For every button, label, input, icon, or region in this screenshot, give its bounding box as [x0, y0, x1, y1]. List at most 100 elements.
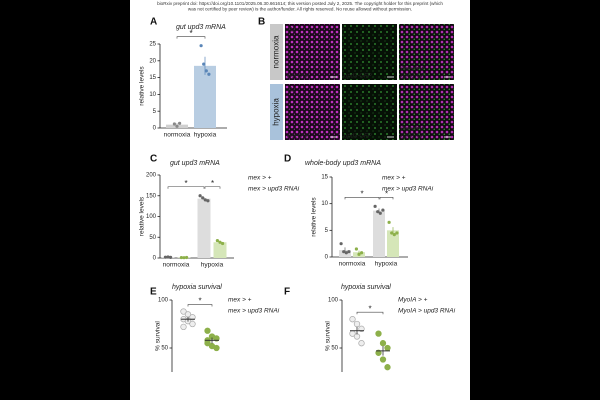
legend-label: mex > +	[248, 175, 272, 182]
significance-bracket	[356, 311, 384, 315]
y-axis-label: % survival	[325, 321, 332, 351]
legend-label: mex > upd3 RNAi	[228, 308, 280, 315]
data-point	[347, 250, 351, 254]
panel-label: F	[284, 287, 290, 298]
data-point	[376, 210, 380, 214]
data-point	[207, 72, 211, 76]
channel-label: upd3-GFP	[401, 134, 429, 140]
data-point	[353, 320, 361, 328]
row-label: normoxia	[272, 35, 281, 68]
significance-bracket	[379, 197, 394, 200]
y-tick-label: 100	[328, 298, 339, 304]
channel-label: Hoechst	[287, 134, 309, 140]
data-point	[213, 344, 220, 352]
data-point	[392, 233, 396, 237]
data-point	[180, 323, 187, 331]
significance-label: *	[385, 189, 388, 198]
significance-bracket	[176, 36, 206, 39]
data-point	[166, 255, 170, 259]
region-label: R2	[288, 28, 296, 34]
row-label-box	[270, 24, 283, 80]
panel-label: D	[284, 154, 291, 165]
y-axis-label: relative levels	[139, 66, 146, 106]
data-point	[215, 238, 219, 243]
x-tick-label: normoxia	[163, 262, 190, 269]
data-point	[172, 122, 176, 126]
data-point	[213, 335, 220, 342]
data-point	[384, 364, 391, 371]
legend-label: MyoIA > upd3 RNAi	[398, 308, 456, 315]
x-tick-label: normoxia	[339, 261, 366, 268]
bar	[197, 198, 211, 258]
y-tick-label: 20	[149, 58, 156, 64]
bar	[373, 210, 385, 257]
y-tick-label: 25	[149, 42, 156, 48]
data-point	[185, 255, 189, 260]
y-tick-label: 15	[149, 75, 156, 81]
x-tick-label: hypoxia	[201, 262, 224, 269]
data-point	[178, 121, 182, 125]
channel-label: upd3-GFP	[344, 134, 372, 140]
channel-label: upd3-GFP	[401, 74, 429, 80]
data-point	[381, 208, 385, 212]
row-label-box	[270, 84, 283, 140]
chart-title: hypoxia survival	[341, 284, 391, 291]
y-tick-label: 0	[153, 126, 157, 132]
y-tick-label: 100	[158, 298, 169, 304]
y-tick-label: 200	[146, 173, 157, 179]
data-point	[180, 308, 187, 315]
data-point	[375, 330, 382, 337]
micrograph	[399, 84, 454, 140]
data-point	[189, 314, 196, 321]
panel-label: B	[258, 17, 265, 28]
y-tick-label: 100	[146, 214, 157, 220]
data-point	[339, 242, 343, 246]
significance-label: *	[198, 297, 201, 306]
significance-label: *	[184, 179, 187, 188]
legend-label: mex > upd3 RNAi	[382, 186, 434, 193]
channel-label: Hoechst	[287, 74, 309, 80]
data-point	[204, 327, 211, 334]
data-point	[203, 198, 207, 202]
legend-label: mex > upd3 RNAi	[248, 186, 300, 193]
micrograph	[399, 24, 454, 80]
bar	[213, 242, 227, 258]
channel-label: Hoechst	[401, 127, 423, 133]
y-tick-label: 50	[161, 346, 168, 352]
data-point	[378, 211, 382, 215]
data-point	[379, 356, 387, 363]
y-tick-label: 10	[321, 201, 328, 207]
micrograph	[285, 24, 340, 80]
data-point	[349, 316, 356, 323]
x-tick-label: hypoxia	[375, 261, 398, 268]
data-point	[379, 340, 387, 347]
micrograph	[342, 84, 397, 140]
y-tick-label: 0	[153, 256, 157, 262]
data-point	[198, 194, 202, 198]
data-point	[358, 340, 365, 347]
significance-label: *	[189, 29, 192, 38]
data-point	[163, 255, 167, 259]
significance-bracket	[344, 197, 380, 200]
data-point	[342, 250, 346, 254]
data-point	[218, 240, 222, 244]
channel-label: upd3-GFP	[344, 74, 372, 80]
data-point	[201, 196, 205, 200]
data-point	[169, 255, 173, 259]
y-axis-label: relative levels	[139, 196, 146, 236]
data-point	[189, 320, 196, 328]
data-point	[373, 204, 377, 208]
legend-label: mex > +	[382, 175, 406, 182]
panel-label: E	[150, 287, 157, 298]
y-tick-label: 5	[153, 109, 157, 115]
significance-bracket	[187, 304, 213, 307]
y-axis-label: % survival	[155, 321, 162, 351]
data-point	[175, 124, 179, 128]
legend-label: mex > +	[228, 297, 252, 304]
data-point	[375, 349, 382, 356]
micrograph	[342, 24, 397, 80]
y-tick-label: 10	[149, 92, 156, 98]
data-point	[199, 44, 203, 48]
data-point	[384, 344, 391, 352]
